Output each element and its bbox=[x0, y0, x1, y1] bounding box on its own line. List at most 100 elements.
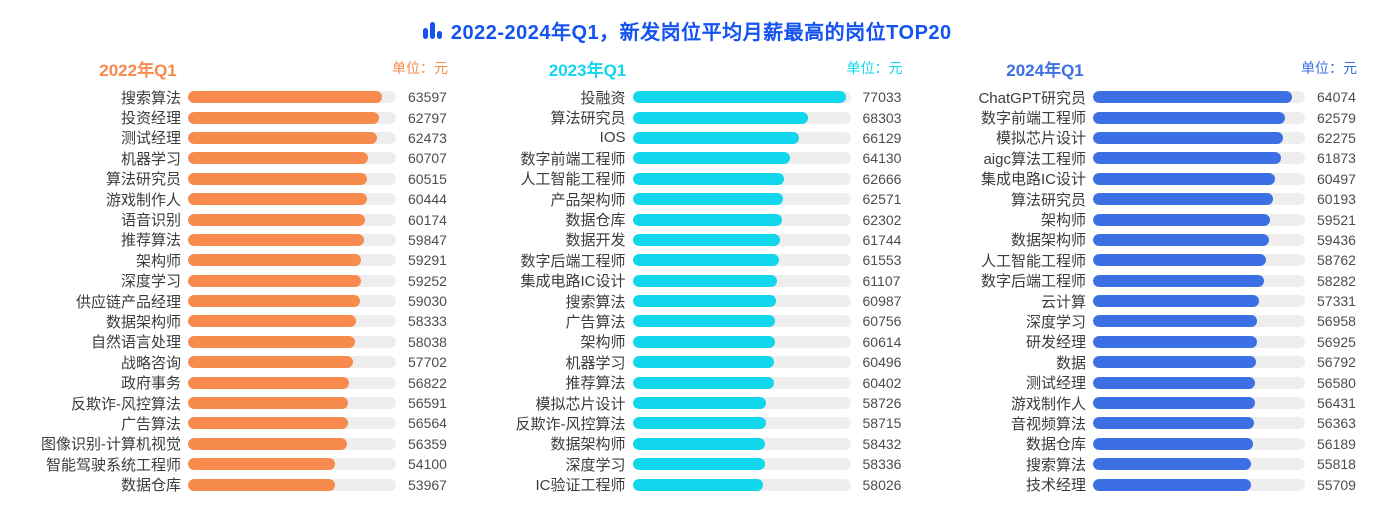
bar-track bbox=[188, 315, 396, 328]
chart-column: 2023年Q1 单位：元 投融资 77033 算法研究员 68303 IOS 66129 数字前… bbox=[473, 57, 903, 495]
job-label: 语音识别 bbox=[120, 212, 181, 230]
salary-value: 60444 bbox=[408, 191, 447, 208]
job-label: 数字后端工程师 bbox=[520, 252, 626, 270]
bar-track bbox=[632, 274, 851, 287]
bar-track bbox=[632, 397, 851, 410]
job-label: 深度学习 bbox=[1025, 314, 1086, 331]
salary-value: 59291 bbox=[408, 252, 447, 269]
bar-track bbox=[632, 315, 851, 328]
bar-row: 数字后端工程师 61553 bbox=[473, 250, 903, 270]
bar-fill bbox=[632, 417, 767, 430]
bar-fill bbox=[1093, 458, 1252, 471]
bar-track bbox=[1093, 356, 1305, 369]
bar-row: 深度学习 59252 bbox=[18, 271, 448, 291]
job-label: 数据架构师 bbox=[550, 436, 626, 454]
bar-fill bbox=[1093, 254, 1267, 267]
bar-row: 集成电路IC设计 60497 bbox=[927, 169, 1357, 189]
job-label: 技术经理 bbox=[1025, 477, 1086, 495]
salary-value: 57702 bbox=[408, 354, 447, 371]
job-label: 数据架构师 bbox=[105, 314, 181, 331]
job-label: 数字后端工程师 bbox=[980, 273, 1086, 291]
bar-track bbox=[632, 295, 851, 308]
salary-value: 62666 bbox=[862, 170, 902, 187]
salary-value: 68303 bbox=[862, 109, 902, 126]
bar-fill bbox=[1093, 91, 1293, 104]
bar-track bbox=[1093, 152, 1305, 165]
bar-row: 产品架构师 62571 bbox=[473, 189, 903, 209]
salary-value: 61873 bbox=[1317, 150, 1356, 167]
bar-row: 架构师 60614 bbox=[473, 332, 903, 352]
salary-value: 62473 bbox=[408, 129, 447, 146]
bar-track bbox=[632, 233, 851, 246]
bar-track bbox=[632, 111, 851, 124]
bar-row: 模拟芯片设计 58726 bbox=[473, 393, 903, 413]
bar-track bbox=[1093, 458, 1305, 471]
salary-value: 60756 bbox=[862, 313, 902, 330]
bar-fill bbox=[188, 274, 361, 287]
job-label: 测试经理 bbox=[1025, 375, 1086, 393]
bar-fill bbox=[188, 254, 362, 267]
salary-value: 64130 bbox=[862, 150, 902, 167]
job-label: 推荐算法 bbox=[120, 232, 181, 250]
bar-track bbox=[1093, 315, 1305, 328]
job-label: 战略咨询 bbox=[120, 354, 181, 372]
salary-value: 60707 bbox=[408, 150, 447, 167]
bar-track bbox=[632, 478, 851, 491]
bar-track bbox=[188, 172, 396, 185]
salary-value: 60174 bbox=[408, 211, 447, 228]
bar-fill bbox=[188, 315, 357, 328]
bar-fill bbox=[632, 397, 767, 410]
bar-row: 技术经理 55709 bbox=[927, 474, 1357, 495]
column-title: 2022年Q1 bbox=[99, 60, 177, 80]
bar-row: 数据 56792 bbox=[927, 352, 1357, 372]
bar-row: 数据架构师 58432 bbox=[473, 434, 903, 454]
bar-track bbox=[1093, 254, 1305, 267]
bar-row: 机器学习 60496 bbox=[473, 352, 903, 372]
bar-row: 云计算 57331 bbox=[927, 291, 1357, 311]
bar-track bbox=[632, 213, 851, 226]
bar-track bbox=[632, 131, 851, 144]
salary-value: 58038 bbox=[408, 333, 447, 350]
bar-fill bbox=[632, 295, 777, 308]
job-label: 深度学习 bbox=[120, 273, 181, 291]
bar-fill bbox=[188, 213, 366, 226]
bar-row: 游戏制作人 56431 bbox=[927, 393, 1357, 413]
bar-fill bbox=[1093, 233, 1270, 246]
bar-fill bbox=[1093, 295, 1259, 308]
bar-row: IOS 66129 bbox=[473, 128, 903, 148]
salary-value: 56189 bbox=[1317, 435, 1356, 452]
bar-fill bbox=[1093, 213, 1270, 226]
job-label: 搜索算法 bbox=[565, 293, 626, 311]
bar-chart-icon-bar bbox=[423, 27, 428, 39]
bar-row: 自然语言处理 58038 bbox=[18, 332, 448, 352]
bar-row: 架构师 59521 bbox=[927, 209, 1357, 230]
bar-fill bbox=[188, 172, 368, 185]
salary-value: 77033 bbox=[862, 89, 902, 106]
bar-fill bbox=[188, 233, 364, 246]
bar-row: 投融资 77033 bbox=[473, 87, 903, 107]
bar-track bbox=[632, 376, 851, 389]
bar-row: 数字后端工程师 58282 bbox=[927, 271, 1357, 291]
job-label: 产品架构师 bbox=[550, 191, 626, 209]
bar-track bbox=[188, 111, 396, 124]
column-title: 2024年Q1 bbox=[1006, 60, 1084, 80]
bar-track bbox=[632, 356, 851, 369]
salary-value: 62571 bbox=[862, 191, 902, 208]
bar-fill bbox=[632, 131, 799, 144]
bar-row: 测试经理 62473 bbox=[18, 128, 448, 148]
bar-fill bbox=[188, 478, 335, 491]
bar-row: 政府事务 56822 bbox=[18, 372, 448, 393]
bar-track bbox=[1093, 131, 1305, 144]
job-label: 机器学习 bbox=[120, 150, 181, 168]
bar-track bbox=[1093, 417, 1305, 430]
bar-fill bbox=[1093, 274, 1264, 287]
salary-value: 55818 bbox=[1317, 456, 1356, 473]
bar-track bbox=[1093, 478, 1305, 491]
bar-fill bbox=[1093, 111, 1285, 124]
bar-row: 数据架构师 59436 bbox=[927, 230, 1357, 250]
bar-track bbox=[1093, 274, 1305, 287]
job-label: 人工智能工程师 bbox=[980, 252, 1086, 270]
salary-value: 60515 bbox=[408, 170, 447, 187]
bar-chart-icon-bar bbox=[437, 30, 442, 39]
